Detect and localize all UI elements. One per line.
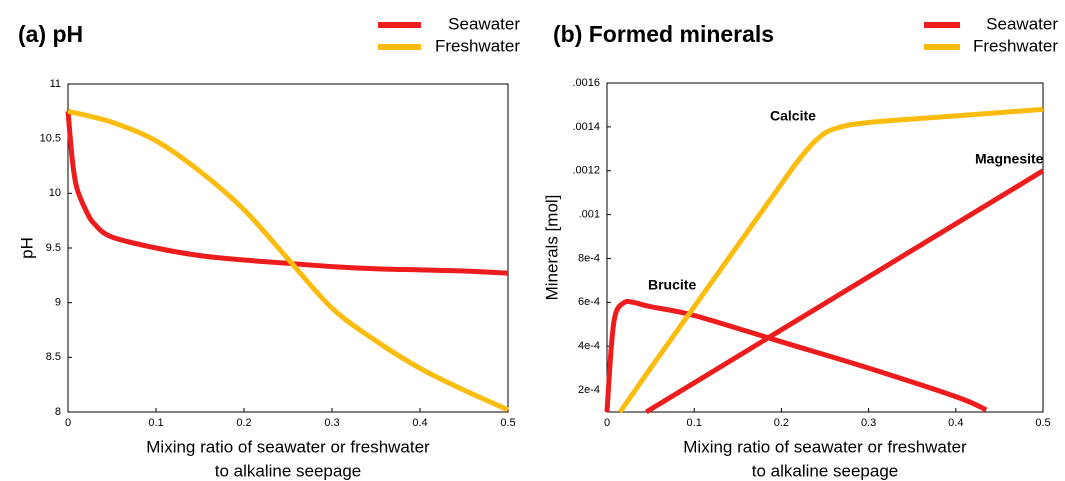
y-axis-label: pH: [17, 237, 36, 259]
x-axis-label: Mixing ratio of seawater or freshwater: [683, 437, 967, 456]
legend-label: Freshwater: [435, 36, 520, 55]
x-tick-label: 0.2: [236, 417, 251, 429]
x-tick-label: 0.1: [148, 417, 163, 429]
legend-label: Freshwater: [973, 36, 1058, 55]
x-tick-label: 0.2: [774, 417, 789, 429]
x-tick-label: 0.4: [948, 417, 963, 429]
chart-title: (b) Formed minerals: [553, 21, 774, 47]
y-tick-label: 10: [49, 187, 61, 199]
y-tick-label: 8e-4: [578, 252, 600, 264]
x-tick-label: 0: [65, 417, 71, 429]
x-axis-label: Mixing ratio of seawater or freshwater: [146, 437, 430, 456]
data-line: [67, 108, 510, 413]
data-line: [618, 106, 1044, 414]
plot-frame: [67, 83, 509, 413]
y-tick-label: 9.5: [46, 242, 61, 254]
x-tick-label: 0.1: [687, 417, 702, 429]
legend-label: Seawater: [448, 14, 520, 33]
y-tick-label: 4e-4: [578, 340, 600, 352]
x-axis-label: to alkaline seepage: [215, 461, 362, 480]
y-tick-label: .0012: [572, 165, 600, 177]
y-tick-label: 8: [55, 406, 61, 418]
y-tick-label: .001: [579, 209, 600, 221]
y-tick-label: 2e-4: [578, 384, 600, 396]
chart-title: (a) pH: [18, 21, 83, 47]
x-tick-label: 0.5: [1035, 417, 1050, 429]
y-tick-label: .0014: [572, 121, 600, 133]
y-axis-label: Minerals [mol]: [542, 195, 561, 301]
data-line: [65, 111, 509, 276]
x-tick-label: 0.4: [412, 417, 427, 429]
plot-frame: [606, 82, 1044, 413]
curve-label: Calcite: [770, 108, 816, 124]
y-tick-label: .0016: [572, 77, 600, 89]
x-tick-label: 0.3: [861, 417, 876, 429]
data-line: [644, 168, 1045, 415]
y-tick-label: 11: [50, 78, 61, 90]
y-tick-label: 9: [55, 297, 61, 309]
data-line: [604, 298, 988, 413]
y-tick-label: 6e-4: [578, 296, 600, 308]
y-tick-label: 8.5: [46, 351, 61, 363]
legend-label: Seawater: [986, 14, 1058, 33]
x-tick-label: 0: [604, 417, 610, 429]
x-tick-label: 0.3: [324, 417, 339, 429]
x-tick-label: 0.5: [500, 417, 515, 429]
y-tick-label: 10.5: [40, 133, 61, 145]
x-axis-label: to alkaline seepage: [752, 461, 899, 480]
curve-label: Magnesite: [975, 151, 1044, 167]
curve-label: Brucite: [648, 277, 696, 293]
